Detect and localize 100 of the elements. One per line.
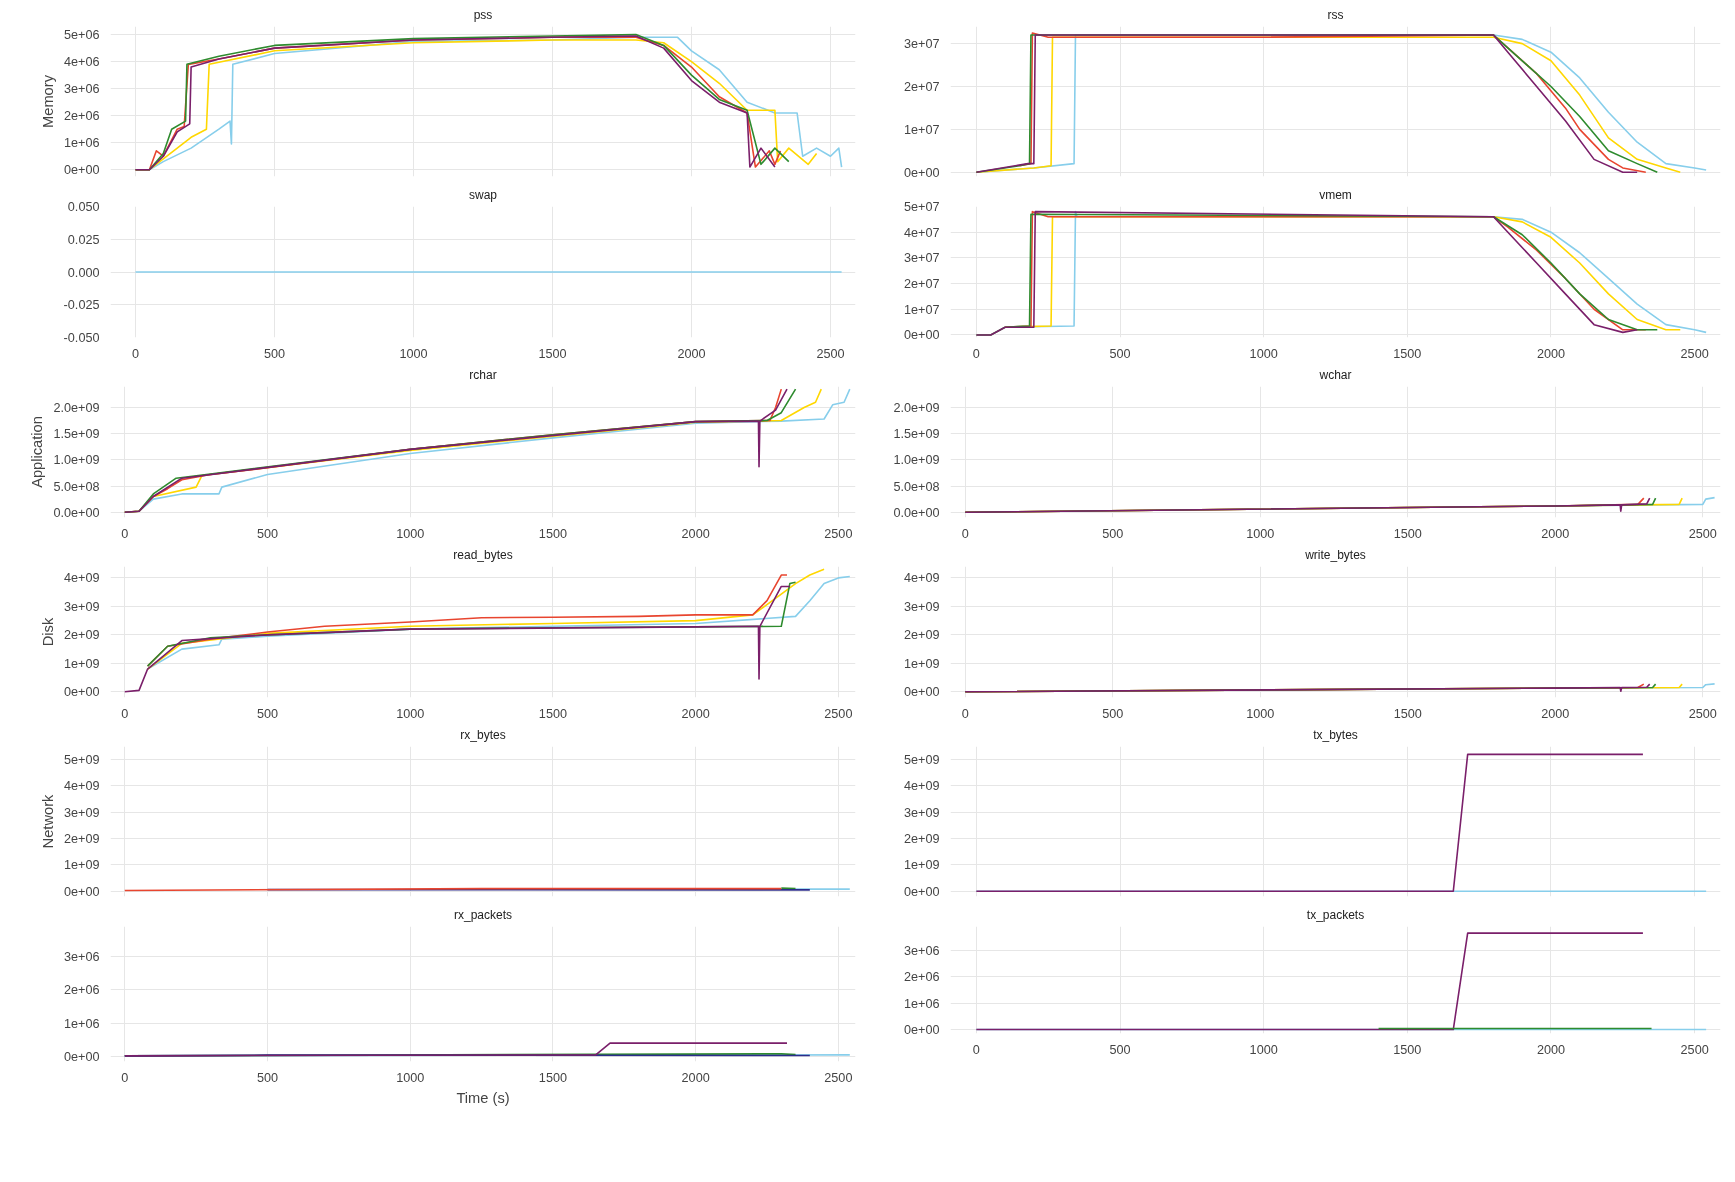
y-tick-label: 1.0e+09 [53, 453, 100, 468]
y-tick-label: 0.050 [67, 200, 100, 214]
y-tick-label: 0e+00 [903, 685, 940, 700]
chart-title: rx_bytes [460, 727, 506, 742]
x-tick-label: 0 [121, 1070, 129, 1085]
y-tick-label: 1.5e+09 [53, 427, 100, 442]
x-tick-label: 1000 [1246, 526, 1275, 541]
y-tick-label: 5.0e+08 [53, 479, 100, 494]
x-tick-label: 2000 [681, 526, 710, 541]
chart-title: rx_packets [453, 907, 513, 922]
y-tick-label: 1e+09 [903, 858, 940, 873]
x-tick-label: 2500 [824, 1070, 853, 1085]
y-tick-label: 1.0e+09 [893, 453, 940, 468]
x-tick-label: 1000 [1249, 1042, 1278, 1057]
y-tick-label: 2e+09 [63, 628, 100, 643]
y-tick-label: 1e+06 [903, 996, 940, 1011]
x-tick-label: 0 [121, 526, 129, 541]
y-tick-label: 5.0e+08 [893, 479, 940, 494]
x-tick-label: 2500 [1688, 706, 1717, 721]
y-tick-label: 4e+09 [63, 779, 100, 794]
y-tick-label: 5e+07 [903, 200, 940, 214]
y-tick-label: -0.025 [63, 298, 100, 313]
x-tick-label: 1500 [1393, 526, 1422, 541]
x-tick-label: 1500 [538, 706, 568, 721]
x-tick-label: 0 [132, 346, 140, 361]
x-tick-label: 2000 [677, 346, 706, 361]
y-tick-label: 3e+07 [903, 251, 940, 266]
y-tick-label: 2.0e+09 [893, 400, 940, 415]
x-tick-label: 1500 [1393, 346, 1422, 361]
x-tick-label: 1500 [538, 526, 568, 541]
x-tick-label: 500 [256, 1070, 279, 1085]
x-tick-label: 1500 [1393, 1042, 1422, 1057]
y-tick-label: 1e+09 [903, 656, 940, 671]
y-tick-label: 4e+09 [903, 779, 940, 794]
y-tick-label: 3e+06 [63, 82, 100, 97]
y-tick-label: 0.025 [67, 232, 100, 247]
chart-title: rchar [469, 367, 497, 382]
x-tick-label: 2500 [824, 526, 853, 541]
x-tick-label: 0 [961, 706, 969, 721]
y-tick-label: 0.0e+00 [53, 505, 100, 520]
y-tick-label: 1e+07 [903, 122, 940, 137]
y-tick-label: 3e+09 [63, 805, 100, 820]
y-tick-label: 2e+07 [903, 277, 940, 292]
x-tick-label: 1000 [396, 706, 425, 721]
y-tick-label: 0.0e+00 [893, 505, 940, 520]
x-tick-label: 1000 [396, 526, 425, 541]
x-tick-label: 2000 [681, 1070, 710, 1085]
x-tick-label: 2000 [1536, 1042, 1566, 1057]
x-tick-label: 2500 [824, 706, 853, 721]
chart-title: tx_bytes [1313, 727, 1358, 742]
x-tick-label: 0 [121, 706, 129, 721]
y-tick-label: 2e+07 [903, 80, 940, 94]
y-tick-label: 3e+09 [903, 599, 940, 614]
x-tick-label: 0 [972, 346, 980, 361]
y-axis-title: Memory [39, 74, 56, 128]
x-tick-label: 500 [256, 526, 279, 541]
y-axis-title: Application [29, 416, 46, 488]
chart-title: tx_packets [1306, 907, 1365, 922]
x-tick-label: 1000 [396, 1070, 425, 1085]
y-tick-label: 0.000 [67, 265, 100, 280]
y-tick-label: 2e+09 [63, 832, 100, 847]
x-tick-label: 0 [961, 526, 969, 541]
y-tick-label: 1e+09 [63, 858, 100, 873]
y-tick-label: 5e+06 [63, 28, 100, 43]
x-tick-label: 1500 [1393, 706, 1422, 721]
y-tick-label: 0e+00 [903, 1023, 940, 1038]
x-tick-label: 1000 [1246, 706, 1275, 721]
y-tick-label: 0e+00 [63, 163, 100, 178]
chart-title: wchar [1318, 367, 1352, 382]
x-tick-label: 2000 [681, 706, 710, 721]
x-tick-label: 500 [1102, 526, 1124, 541]
x-axis-title: Time (s) [456, 1089, 510, 1106]
y-tick-label: 2e+06 [63, 983, 100, 998]
chart-title: rss [1327, 7, 1344, 22]
y-tick-label: 2e+09 [903, 832, 940, 847]
y-tick-label: 2e+06 [903, 970, 940, 985]
y-tick-label: 5e+09 [903, 753, 940, 768]
x-tick-label: 500 [1102, 706, 1124, 721]
y-tick-label: 3e+07 [903, 37, 940, 52]
y-tick-label: 0e+00 [63, 884, 100, 899]
y-tick-label: 5e+09 [63, 753, 100, 768]
x-tick-label: 1000 [399, 346, 428, 361]
y-tick-label: 2e+09 [903, 628, 940, 643]
y-tick-label: 4e+09 [63, 571, 100, 586]
x-tick-label: 2000 [1536, 346, 1566, 361]
x-tick-label: 1000 [1249, 346, 1278, 361]
y-tick-label: -0.050 [63, 331, 100, 345]
chart-title: vmem [1319, 187, 1352, 202]
y-tick-label: 3e+06 [63, 950, 100, 964]
y-tick-label: 0e+00 [63, 1050, 100, 1064]
x-tick-label: 2000 [1541, 526, 1570, 541]
y-tick-label: 1e+06 [63, 136, 100, 151]
y-tick-label: 4e+06 [63, 55, 100, 70]
y-axis-title: Network [39, 793, 56, 849]
x-tick-label: 0 [972, 1042, 980, 1057]
y-axis-title: Disk [39, 617, 56, 647]
y-tick-label: 0e+00 [63, 685, 100, 700]
x-tick-label: 2000 [1541, 706, 1570, 721]
y-tick-label: 1.5e+09 [893, 427, 940, 442]
y-tick-label: 4e+07 [903, 225, 940, 240]
